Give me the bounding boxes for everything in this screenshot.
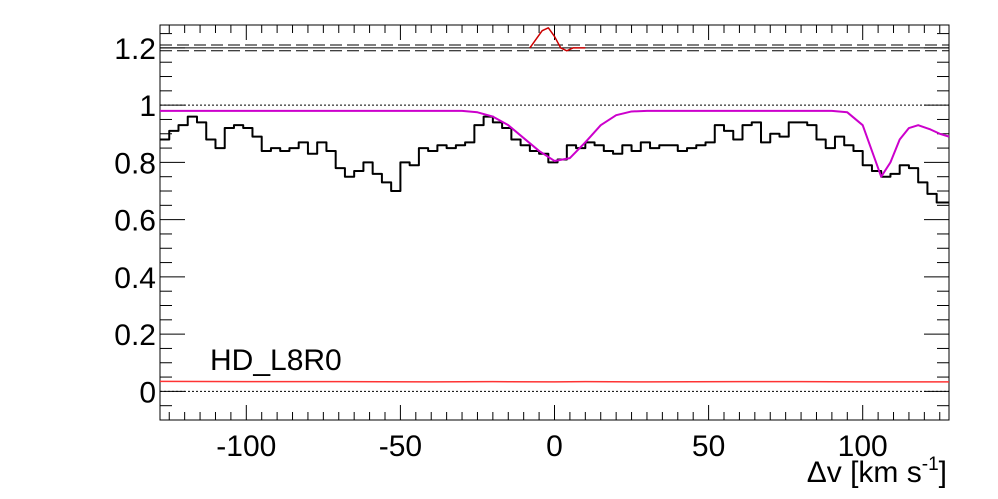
y-tick-label: 0.6: [114, 205, 156, 238]
y-tick-label: 0.2: [114, 319, 156, 352]
model-line: [160, 109, 950, 178]
residual-line: [529, 27, 586, 52]
error-line: [159, 380, 949, 383]
y-tick-label: 1: [139, 90, 156, 123]
y-tick-label: 0: [139, 376, 156, 409]
x-axis-title-close: ]: [939, 456, 947, 489]
x-axis-title-main: Δv [km s: [807, 456, 922, 489]
x-tick-label: 50: [692, 430, 725, 463]
y-tick-label: 1.2: [114, 33, 156, 66]
x-tick-label: -100: [216, 430, 276, 463]
axis-ticks: -100 -50 0 50 100 0 0.2 0.4 0.6 0.8 1 1.2: [114, 25, 949, 463]
x-axis-title-exponent: -1: [922, 454, 939, 475]
y-tick-label: 0.4: [114, 262, 156, 295]
x-axis-title: Δv [km s-1]: [807, 454, 947, 489]
reference-lines: [160, 44, 949, 392]
y-tick-label: 0.8: [114, 147, 156, 180]
panel-label: HD_L8R0: [210, 344, 342, 377]
x-tick-label: 0: [546, 430, 563, 463]
series-layer: [159, 27, 950, 383]
x-tick-label: -50: [379, 430, 422, 463]
x-tick-label: 100: [838, 430, 888, 463]
flux-line: [160, 115, 949, 204]
